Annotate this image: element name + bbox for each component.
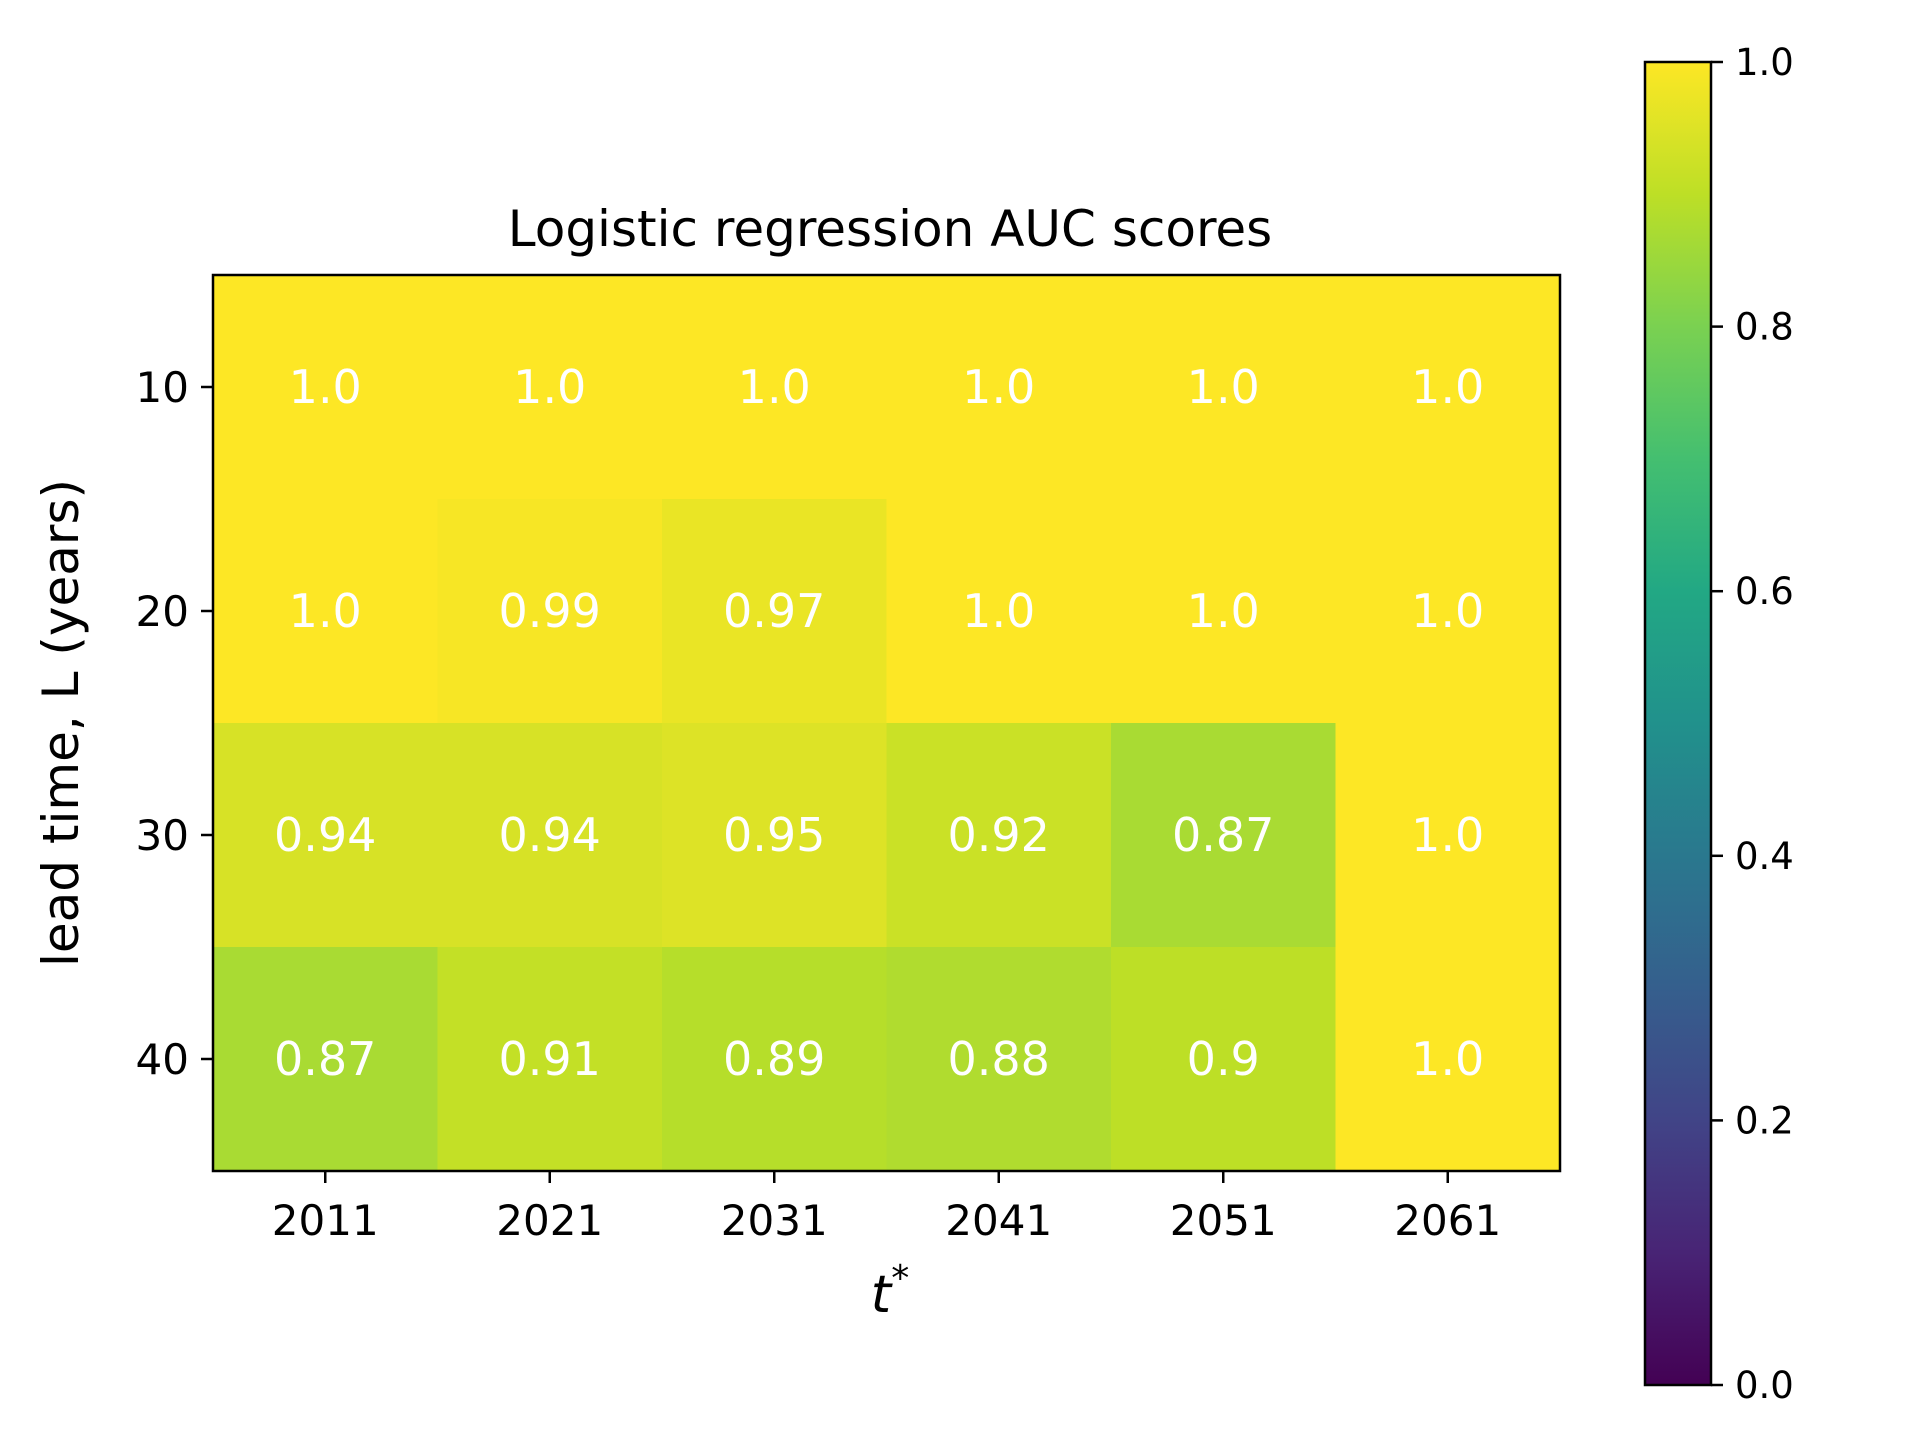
x-tick-label: 2021 [496,1196,603,1245]
cell-value-label: 0.89 [723,1032,825,1086]
heatmap-cell [1335,275,1561,500]
heatmap-cell [213,499,439,724]
x-tick-label: 2041 [945,1196,1052,1245]
heatmap-cell [886,275,1112,500]
cell-value-label: 1.0 [1187,360,1260,414]
cell-value-label: 1.0 [1187,584,1260,638]
heatmap-cell [662,499,888,724]
x-axis: 2011 2021 2031 2041 2051 2061 [272,1171,1501,1245]
cell-value-label: 0.91 [499,1032,601,1086]
chart-title: Logistic regression AUC scores [508,200,1272,258]
heatmap-cell [1335,723,1561,948]
cell-value-label: 1.0 [1411,360,1484,414]
heatmap-cell [437,499,663,724]
cell-value-label: 1.0 [1411,1032,1484,1086]
cell-value-label: 1.0 [962,360,1035,414]
cell-value-label: 1.0 [1411,584,1484,638]
colorbar-tick-label: 0.0 [1735,1364,1794,1407]
colorbar-tick-label: 0.4 [1735,835,1794,878]
cell-value-label: 1.0 [738,360,811,414]
colorbar-tick-label: 0.6 [1735,570,1794,613]
cell-value-label: 0.87 [1172,808,1274,862]
cell-value-label: 1.0 [289,584,362,638]
cell-value-label: 0.92 [948,808,1050,862]
heatmap-cell [662,275,888,500]
y-tick-label: 30 [136,811,189,860]
y-axis: 10 20 30 40 [136,363,213,1084]
x-tick-label: 2011 [272,1196,379,1245]
x-tick-label: 2061 [1394,1196,1501,1245]
x-axis-label-superscript: * [891,1258,909,1299]
heatmap-cell [213,723,439,948]
heatmap-cell [437,947,663,1172]
cell-value-label: 0.94 [274,808,376,862]
heatmap-cell [1335,947,1561,1172]
cell-value-label: 0.94 [499,808,601,862]
x-tick-label: 2031 [721,1196,828,1245]
y-tick-label: 40 [136,1035,189,1084]
heatmap-cell [886,499,1112,724]
cell-value-label: 0.97 [723,584,825,638]
heatmap-cell [1111,275,1337,500]
heatmap-cell [437,723,663,948]
heatmap-cell [213,275,439,500]
cell-value-label: 1.0 [289,360,362,414]
cell-value-label: 1.0 [1411,808,1484,862]
cell-value-label: 0.88 [948,1032,1050,1086]
x-axis-label: t* [871,1258,909,1325]
colorbar-tick-label: 0.2 [1735,1099,1794,1142]
cell-value-label: 0.99 [499,584,601,638]
y-tick-label: 10 [136,363,189,412]
y-tick-label: 20 [136,587,189,636]
heatmap-cell [437,275,663,500]
cell-value-label: 1.0 [962,584,1035,638]
x-tick-label: 2051 [1170,1196,1277,1245]
colorbar-axis: 0.0 0.2 0.4 0.6 0.8 1.0 [1711,41,1794,1407]
heatmap-cell [1335,499,1561,724]
colorbar [1643,60,1713,1387]
heatmap-cell [1111,947,1337,1172]
cell-value-label: 0.87 [274,1032,376,1086]
plot-frame [211,273,1562,1173]
heatmap-cell [213,947,439,1172]
heatmap-cell-labels: 1.0 1.0 1.0 1.0 1.0 1.0 1.0 0.99 0.97 1.0 1.0 1.0 0.… [274,360,1484,1086]
heatmap-cell [886,723,1112,948]
cell-value-label: 0.9 [1187,1032,1260,1086]
heatmap-cell [662,723,888,948]
x-axis-label-main: t [871,1265,893,1325]
heatmap-cell [886,947,1112,1172]
colorbar-tick-label: 0.8 [1735,306,1794,349]
heatmap-cell [1111,499,1337,724]
heatmap-cells [213,275,1561,1172]
colorbar-tick-label: 1.0 [1735,41,1794,84]
heatmap-cell [1111,723,1337,948]
cell-value-label: 1.0 [513,360,586,414]
y-axis-label: lead time, L (years) [32,479,90,967]
heatmap-cell [662,947,888,1172]
cell-value-label: 0.95 [723,808,825,862]
